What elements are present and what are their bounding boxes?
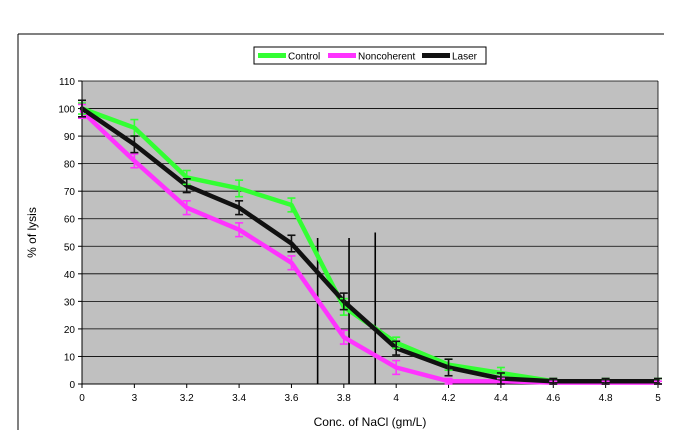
error-bar bbox=[235, 222, 244, 238]
error-bar bbox=[287, 255, 296, 271]
y-tick-label: 60 bbox=[64, 215, 76, 226]
x-tick-label: 3.2 bbox=[180, 393, 194, 404]
error-bar bbox=[130, 153, 139, 169]
x-axis-label: Conc. of NaCl (gm/L) bbox=[314, 415, 427, 429]
y-axis-label: % of lysis bbox=[25, 207, 39, 258]
x-tick-label: 4 bbox=[393, 393, 399, 404]
x-tick-label: 4.8 bbox=[599, 393, 613, 404]
y-tick-label: 20 bbox=[64, 325, 76, 336]
legend-box bbox=[253, 46, 487, 65]
y-tick-label: 70 bbox=[64, 187, 76, 198]
error-bar bbox=[182, 177, 191, 194]
gridlines bbox=[82, 80, 658, 357]
x-tick-label: 3.8 bbox=[337, 393, 351, 404]
y-tick-label: 100 bbox=[58, 105, 75, 116]
y-tick-label: 0 bbox=[69, 380, 75, 391]
x-tick-label: 4.4 bbox=[494, 393, 508, 404]
x-tick-label: 5 bbox=[655, 393, 661, 404]
error-bar bbox=[78, 99, 86, 118]
x-tick-label: 3.4 bbox=[232, 393, 246, 404]
y-tick-label: 110 bbox=[59, 77, 75, 88]
y-axis-ticks: 0 10 20 30 40 50 60 70 80 90 100 110 bbox=[58, 77, 82, 391]
plot-area bbox=[82, 81, 658, 384]
error-bar bbox=[392, 359, 401, 376]
error-bar bbox=[392, 340, 401, 356]
error-bar bbox=[654, 377, 662, 385]
legend-entry: Noncoherent bbox=[358, 52, 415, 63]
x-tick-label: 4.6 bbox=[546, 393, 560, 404]
x-tick-label: 0 bbox=[79, 393, 85, 404]
error-bar bbox=[182, 200, 191, 216]
y-tick-label: 90 bbox=[64, 132, 76, 143]
error-bars bbox=[78, 99, 662, 385]
y-tick-label: 50 bbox=[64, 242, 76, 253]
error-bar bbox=[496, 372, 505, 385]
y-tick-label: 80 bbox=[64, 160, 76, 171]
x-axis-ticks: 0 3 3.2 3.4 3.6 3.8 4 4.2 4.4 4.6 4.8 5 bbox=[79, 384, 661, 404]
x-tick-label: 3 bbox=[132, 393, 138, 404]
legend: Control Noncoherent Laser bbox=[253, 46, 487, 65]
error-bar bbox=[339, 292, 348, 311]
error-bar bbox=[444, 377, 453, 385]
legend-entry: Laser bbox=[452, 52, 478, 63]
x-tick-label: 3.6 bbox=[285, 393, 299, 404]
error-bar bbox=[235, 200, 244, 216]
error-bar bbox=[549, 377, 558, 385]
error-bar bbox=[444, 358, 453, 377]
error-bar bbox=[235, 179, 244, 198]
series-lines bbox=[79, 106, 661, 385]
y-tick-label: 30 bbox=[64, 297, 76, 308]
legend-entry: Control bbox=[288, 52, 320, 63]
error-bar bbox=[339, 329, 348, 345]
y-tick-label: 10 bbox=[64, 352, 76, 363]
y-tick-label: 40 bbox=[64, 270, 76, 281]
error-bar bbox=[287, 197, 296, 213]
x-tick-label: 4.2 bbox=[442, 393, 456, 404]
series-line bbox=[79, 106, 661, 384]
error-bar bbox=[130, 135, 139, 154]
error-bar bbox=[601, 377, 610, 385]
error-bar bbox=[287, 234, 296, 253]
